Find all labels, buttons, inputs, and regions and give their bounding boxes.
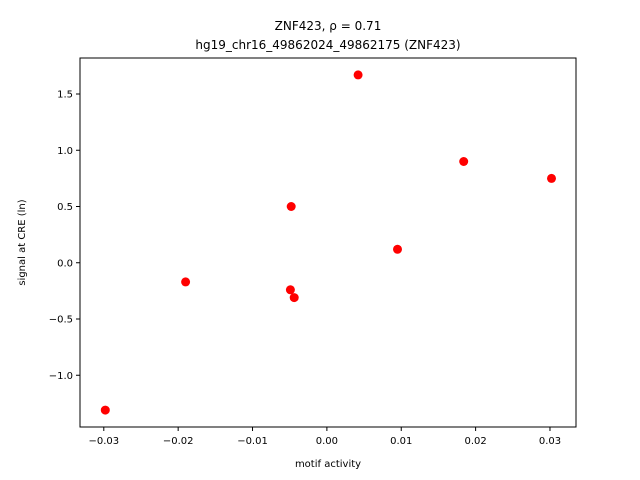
x-tick-label-2: −0.02 — [163, 436, 194, 447]
x-tick-label-4: 0.00 — [316, 436, 338, 447]
points-layer — [100, 70, 556, 415]
y-axis-label: signal at CRE (ln) — [17, 199, 28, 285]
y-ticks: −1.0 −0.5 0.0 0.5 1.0 1.5 — [49, 90, 80, 382]
data-point-7 — [393, 244, 402, 254]
x-tick-label-5: 0.01 — [390, 436, 412, 447]
data-point-5 — [286, 202, 296, 211]
y-tick-label-4: 0.5 — [57, 202, 73, 213]
y-tick-label-3: 0.0 — [57, 258, 73, 269]
data-point-8 — [459, 157, 469, 166]
x-tick-label-6: 0.02 — [464, 436, 486, 447]
x-ticks: −0.03 −0.02 −0.01 0.00 0.01 0.02 0.03 — [88, 427, 561, 447]
plot-area-frame — [79, 57, 577, 428]
data-point-1 — [100, 405, 110, 415]
chart-title-line2: hg19_chr16_49862024_49862175 (ZNF423) — [195, 38, 460, 52]
chart-title-line1: ZNF423, ρ = 0.71 — [275, 19, 382, 33]
data-point-2 — [181, 277, 191, 287]
x-tick-label-3: −0.01 — [237, 436, 268, 447]
data-point-9 — [547, 173, 556, 183]
data-point-6 — [353, 70, 363, 80]
y-tick-label-2: −0.5 — [49, 315, 73, 326]
data-point-4 — [289, 293, 299, 303]
data-point-3 — [285, 285, 295, 295]
x-axis-label: motif activity — [295, 459, 361, 470]
y-tick-label-1: −1.0 — [49, 371, 73, 382]
x-tick-label-7: 0.03 — [539, 436, 561, 447]
y-tick-label-6: 1.5 — [57, 90, 73, 101]
x-tick-label-1: −0.03 — [88, 436, 119, 447]
y-tick-label-5: 1.0 — [57, 146, 73, 157]
